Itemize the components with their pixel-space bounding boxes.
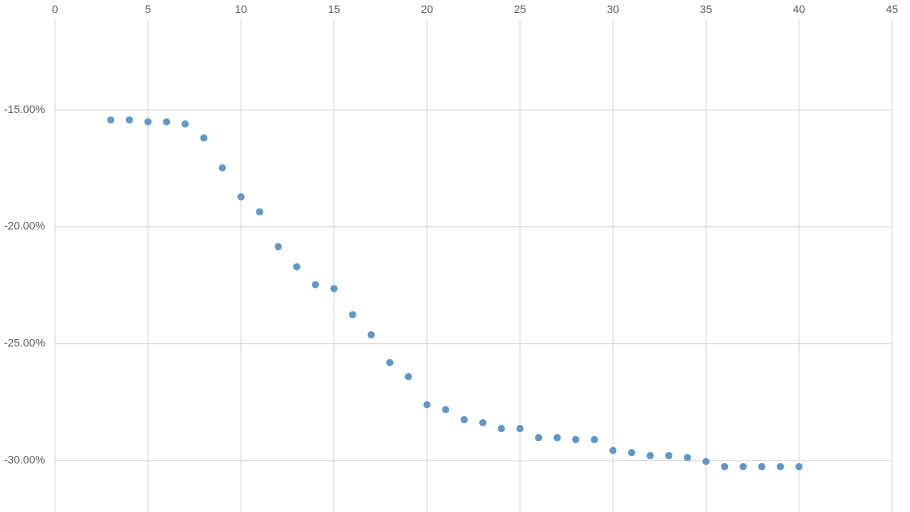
data-point (739, 463, 747, 471)
data-point (386, 359, 394, 367)
data-point (163, 118, 171, 126)
data-point (367, 331, 375, 339)
data-point (795, 463, 803, 471)
data-point (516, 424, 524, 433)
data-point (628, 449, 636, 457)
data-point (218, 164, 226, 172)
x-tick-label: 15 (328, 4, 340, 16)
data-point (349, 311, 357, 319)
data-point (293, 263, 301, 271)
x-tick-label: 30 (607, 4, 619, 16)
data-point (181, 120, 189, 128)
data-point (590, 435, 599, 444)
y-tick-label: -30.00% (4, 454, 45, 466)
data-point (758, 463, 766, 471)
data-point (125, 116, 133, 124)
y-tick-label: -20.00% (4, 221, 45, 233)
data-point (237, 193, 245, 201)
data-point (256, 208, 264, 216)
data-point (423, 401, 431, 409)
x-tick-label: 20 (421, 4, 433, 16)
data-point (553, 434, 561, 442)
data-point (404, 373, 412, 381)
x-tick-label: 25 (514, 4, 526, 16)
data-point (646, 452, 654, 460)
data-point (479, 419, 487, 427)
x-tick-label: 45 (886, 4, 898, 16)
data-point (107, 116, 115, 124)
data-point (702, 457, 710, 466)
data-point (609, 446, 617, 455)
x-tick-label: 5 (145, 4, 151, 16)
data-point (144, 118, 152, 126)
data-point (683, 453, 692, 462)
y-tick-label: -15.00% (4, 104, 45, 116)
data-point (572, 435, 580, 444)
data-point (665, 452, 673, 460)
data-point (497, 424, 505, 433)
x-tick-label: 0 (52, 4, 58, 16)
data-point (721, 463, 729, 471)
x-tick-label: 35 (700, 4, 712, 16)
data-point (460, 416, 468, 424)
x-tick-label: 10 (235, 4, 247, 16)
data-point (776, 463, 785, 471)
data-point (442, 406, 450, 414)
y-tick-label: -25.00% (4, 338, 45, 350)
data-point (200, 134, 208, 142)
x-tick-label: 40 (793, 4, 805, 16)
data-point (330, 285, 338, 293)
data-point (535, 434, 543, 442)
data-point (274, 243, 282, 251)
data-point (311, 281, 319, 289)
